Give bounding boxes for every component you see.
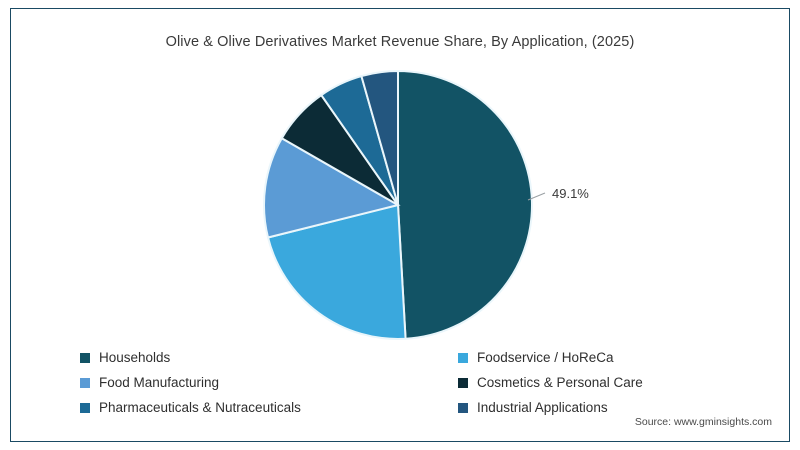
chart-legend: Households Foodservice / HoReCa Food Manuf…: [80, 345, 700, 420]
legend-item[interactable]: Pharmaceuticals & Nutraceuticals: [80, 400, 458, 415]
pie-slice[interactable]: [397, 69, 533, 340]
legend-item-label: Cosmetics & Personal Care: [477, 375, 643, 390]
pie-slice[interactable]: [266, 203, 407, 340]
legend-item-label: Foodservice / HoReCa: [477, 350, 614, 365]
legend-swatch-icon: [458, 402, 468, 413]
pie-slice[interactable]: [360, 69, 399, 206]
legend-swatch-icon: [80, 352, 90, 363]
legend-item[interactable]: Foodservice / HoReCa: [458, 350, 700, 365]
legend-item-label: Pharmaceuticals & Nutraceuticals: [99, 400, 301, 415]
legend-swatch-icon: [458, 352, 468, 363]
legend-swatch-icon: [80, 377, 90, 388]
pie-slice[interactable]: [263, 136, 401, 239]
legend-item-label: Households: [99, 350, 171, 365]
legend-item[interactable]: Cosmetics & Personal Care: [458, 375, 700, 390]
legend-item[interactable]: Industrial Applications: [458, 400, 700, 415]
legend-item[interactable]: Food Manufacturing: [80, 375, 458, 390]
legend-item-label: Food Manufacturing: [99, 375, 220, 390]
callout-leader-line: [527, 192, 546, 201]
legend-swatch-icon: [458, 377, 468, 388]
pie-slice-percentage-label: 49.1%: [552, 186, 589, 201]
legend-swatch-icon: [80, 402, 90, 413]
legend-item[interactable]: Households: [80, 350, 458, 365]
pie-slice-group: [263, 69, 533, 340]
page-title: Olive & Olive Derivatives Market Revenue…: [165, 34, 635, 50]
legend-item-label: Industrial Applications: [477, 400, 608, 415]
source-attribution: Source: www.gminsights.com: [634, 416, 772, 428]
